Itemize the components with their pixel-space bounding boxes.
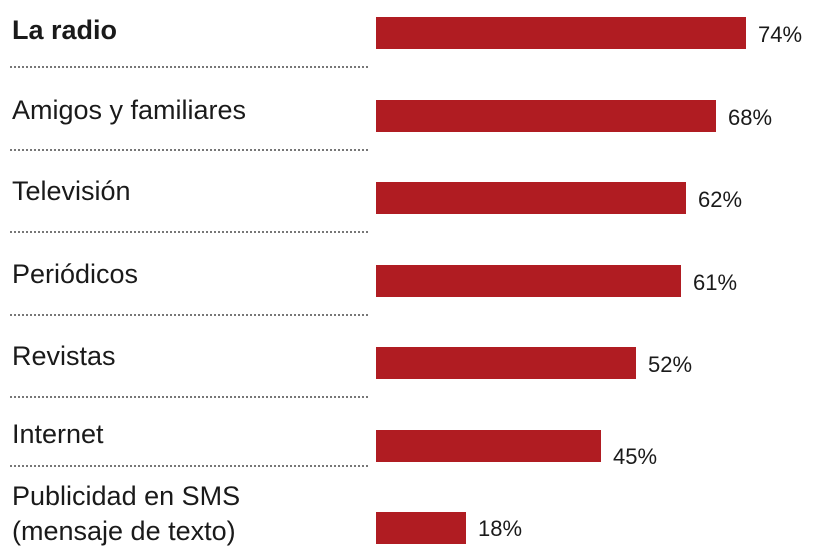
bar <box>376 182 686 214</box>
row-separator <box>10 149 368 151</box>
value-label: 45% <box>613 444 658 469</box>
value-label: 62% <box>698 187 743 212</box>
category-label: Amigos y familiares <box>12 95 247 125</box>
value-label: 74% <box>758 22 803 47</box>
category-label-line: (mensaje de texto) <box>12 516 236 546</box>
value-label: 61% <box>693 270 738 295</box>
bar <box>376 17 746 49</box>
bar <box>376 430 601 462</box>
bar <box>376 100 716 132</box>
row-separator <box>10 396 368 398</box>
category-label: Revistas <box>12 341 116 371</box>
row-separator <box>10 465 368 467</box>
value-label: 18% <box>478 516 523 541</box>
category-label-line: Publicidad en SMS <box>12 481 241 511</box>
value-label: 68% <box>728 105 773 130</box>
category-label: Televisión <box>12 176 131 206</box>
category-label: La radio <box>12 15 118 45</box>
value-label: 52% <box>648 352 693 377</box>
row-separator <box>10 66 368 68</box>
bar <box>376 512 466 544</box>
bar <box>376 347 636 379</box>
bar <box>376 265 681 297</box>
row-separator <box>10 314 368 316</box>
category-label: Internet <box>12 419 104 449</box>
category-label: Periódicos <box>12 259 139 289</box>
row-separator <box>10 231 368 233</box>
